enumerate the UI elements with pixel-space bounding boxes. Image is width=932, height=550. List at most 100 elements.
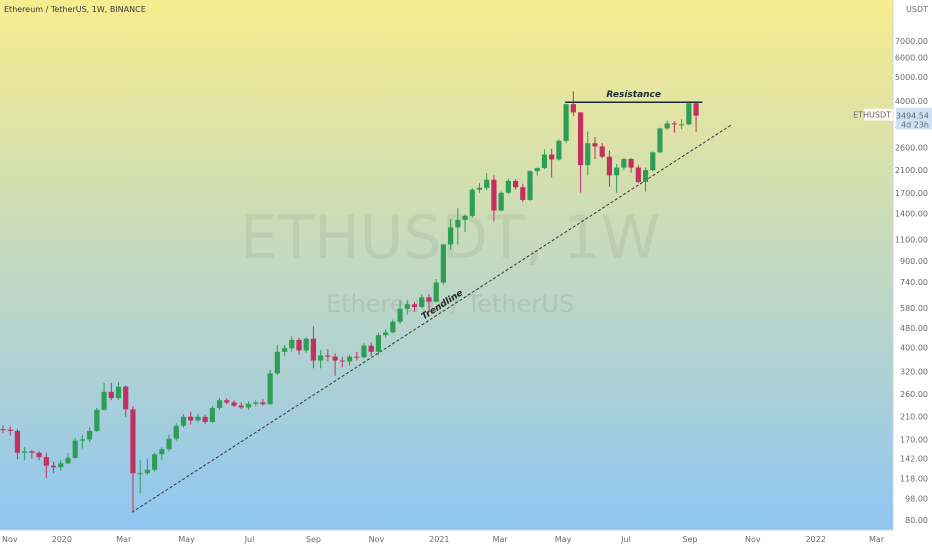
candle-down — [339, 356, 345, 368]
candle-up — [650, 151, 656, 172]
candle-up — [585, 131, 591, 176]
candle-down — [296, 338, 302, 355]
candle-body — [325, 355, 331, 357]
candle-up — [375, 332, 382, 356]
price-tick-label: 900.00 — [900, 257, 928, 266]
candle-body — [339, 360, 345, 362]
candle-up — [166, 434, 172, 452]
candle-body — [7, 429, 13, 431]
candle-body — [592, 143, 598, 147]
time-tick-label: 2020 — [52, 535, 72, 544]
ticker-tag-label: ETHUSDT — [853, 111, 891, 120]
candle-up — [22, 447, 28, 461]
candle-down — [693, 101, 699, 132]
candle-up — [469, 187, 475, 218]
price-tick-label: 260.00 — [900, 390, 928, 399]
price-tick-label: 320.00 — [900, 368, 928, 377]
candle-down — [188, 411, 194, 425]
price-tick-label: 80.00 — [905, 516, 928, 525]
candle-up — [455, 208, 461, 245]
time-tick-label: 2021 — [429, 535, 449, 544]
candle-body — [94, 409, 100, 431]
candle-body — [144, 469, 150, 474]
candle-down — [325, 349, 331, 362]
time-axis[interactable]: Nov 2020 Mar May Jul Sep Nov 2021 Mar May Jul Sep No… — [2, 535, 885, 544]
resistance-label: Resistance — [606, 90, 661, 100]
candle-down — [332, 353, 338, 376]
price-axis-background — [893, 0, 932, 550]
candle-up — [79, 434, 86, 449]
candle-body — [642, 170, 649, 182]
candle-up — [361, 343, 367, 359]
candle-body — [556, 140, 562, 160]
candle-body — [173, 425, 179, 439]
candle-up — [448, 219, 454, 250]
candle-body — [43, 457, 49, 466]
time-tick-label: May — [555, 535, 572, 544]
candle-body — [686, 103, 692, 125]
symbol-info[interactable]: Ethereum / TetherUS, 1W, BINANCE — [4, 5, 146, 14]
axis-unit-label: USDT — [906, 5, 928, 14]
candle-body — [65, 457, 71, 464]
candle-body — [375, 335, 382, 352]
candle-body — [512, 180, 519, 188]
candle-up — [195, 413, 201, 422]
candle-up — [58, 460, 64, 471]
candle-body — [14, 430, 21, 453]
price-tick-label: 170.00 — [900, 435, 928, 444]
candle-up — [101, 382, 107, 411]
time-tick-label: Nov — [745, 535, 761, 544]
candle-down — [310, 326, 317, 369]
candle-body — [498, 192, 504, 211]
candle-down — [491, 175, 497, 222]
candle-down — [29, 449, 35, 459]
candle-down — [570, 91, 576, 117]
candle-down — [368, 342, 374, 357]
candle-body — [577, 112, 584, 166]
price-tick-label: 580.00 — [900, 304, 928, 313]
candle-up — [419, 294, 425, 308]
candle-up — [346, 354, 353, 366]
candle-body — [166, 438, 172, 450]
candle-up — [462, 214, 468, 232]
candle-up — [245, 401, 252, 410]
price-axis[interactable]: 7000.006000.005000.004000.003200.002600.… — [895, 37, 928, 525]
candle-body — [267, 373, 273, 405]
candle-body — [137, 473, 143, 475]
price-tick-label: 4000.00 — [895, 97, 928, 106]
candle-up — [281, 345, 288, 357]
candle-body — [397, 308, 403, 322]
candle-body — [209, 407, 215, 422]
candle-body — [281, 348, 288, 352]
candle-body — [635, 167, 641, 182]
candle-body — [72, 440, 78, 458]
price-tick-label: 1100.00 — [895, 235, 928, 244]
candle-body — [404, 304, 410, 309]
candle-body — [534, 168, 540, 172]
candle-up — [397, 300, 403, 324]
ticker-tag-box — [864, 108, 893, 121]
candle-body — [108, 391, 114, 399]
price-tick-label: 1700.00 — [895, 189, 928, 198]
time-tick-label: Mar — [869, 535, 885, 544]
candle-up — [440, 244, 446, 285]
candle-body — [58, 463, 64, 468]
candle-body — [245, 403, 252, 408]
candle-body — [455, 219, 461, 228]
price-tag-box — [896, 107, 932, 130]
candle-down — [231, 400, 237, 407]
candle-body — [462, 215, 468, 220]
time-tick-label: May — [178, 535, 195, 544]
candle-up — [527, 170, 533, 201]
candle-down — [224, 398, 230, 405]
candle-body — [520, 187, 526, 200]
candle-body — [484, 179, 490, 188]
candle-down — [0, 425, 6, 434]
candle-body — [541, 154, 548, 169]
candle-body — [599, 146, 605, 157]
time-tick-label: Jul — [244, 535, 255, 544]
candle-down — [36, 451, 42, 461]
candle-body — [354, 356, 360, 358]
